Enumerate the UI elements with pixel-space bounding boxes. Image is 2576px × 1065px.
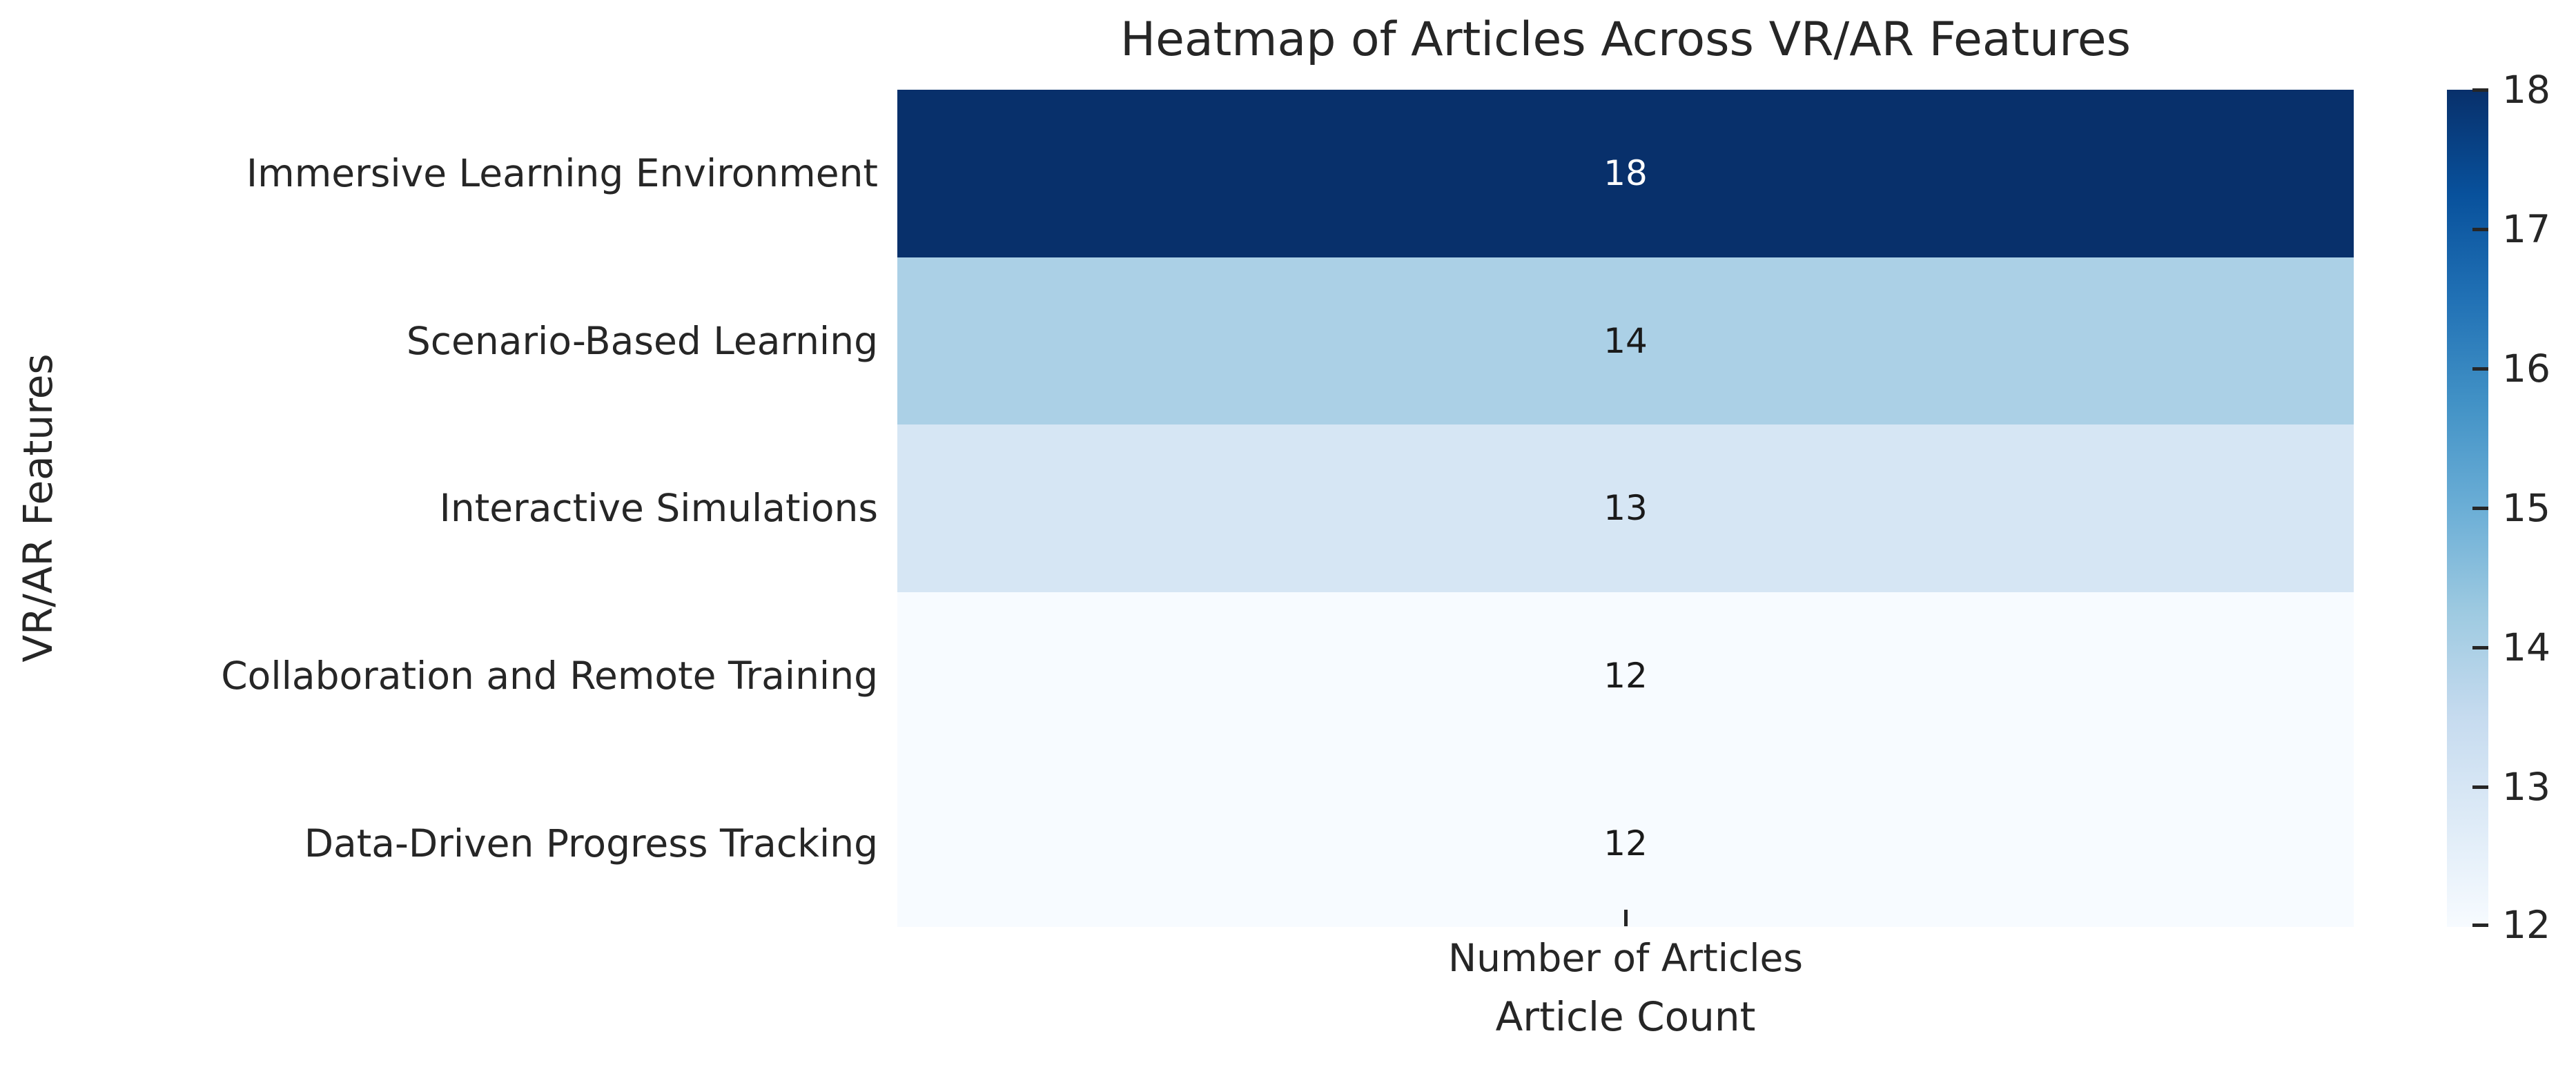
- colorbar-tick-label: 12: [2502, 903, 2550, 947]
- x-tick-label: Number of Articles: [1447, 936, 1803, 980]
- y-tick-label: Data-Driven Progress Tracking: [304, 821, 878, 866]
- colorbar-tick-mark: [2472, 88, 2488, 92]
- y-tick-label: Interactive Simulations: [439, 486, 878, 530]
- colorbar-tick-label: 15: [2502, 486, 2550, 530]
- cell-annotation: 12: [1603, 656, 1648, 696]
- colorbar-tick-mark: [2472, 228, 2488, 231]
- colorbar-tick-mark: [2472, 785, 2488, 789]
- x-axis-title: Article Count: [1495, 993, 1756, 1040]
- heatmap-cell: 13: [897, 424, 2354, 592]
- colorbar-tick-label: 13: [2502, 765, 2550, 809]
- y-tick-label: Scenario-Based Learning: [406, 319, 878, 363]
- colorbar-tick-label: 14: [2502, 625, 2550, 670]
- chart-title: Heatmap of Articles Across VR/AR Feature…: [1120, 12, 2131, 67]
- cell-annotation: 14: [1603, 320, 1648, 361]
- colorbar-tick-mark: [2472, 646, 2488, 649]
- colorbar-tick-label: 16: [2502, 346, 2550, 391]
- y-tick-label: Immersive Learning Environment: [246, 151, 878, 195]
- y-tick-label: Collaboration and Remote Training: [221, 654, 878, 698]
- heatmap-cell: 12: [897, 592, 2354, 760]
- colorbar-tick-mark: [2472, 507, 2488, 510]
- colorbar-tick-mark: [2472, 367, 2488, 371]
- cell-annotation: 12: [1603, 823, 1648, 863]
- colorbar-tick-label: 18: [2502, 68, 2550, 112]
- heatmap-cell: 18: [897, 90, 2354, 257]
- heatmap-cell: 12: [897, 759, 2354, 927]
- heatmap-cell: 14: [897, 257, 2354, 425]
- colorbar-tick-mark: [2472, 924, 2488, 927]
- heatmap-plot-area: 18 14 13 12 12: [897, 90, 2354, 927]
- cell-annotation: 13: [1603, 488, 1648, 529]
- colorbar-tick-label: 17: [2502, 207, 2550, 251]
- x-tick-mark: [1624, 910, 1628, 926]
- cell-annotation: 18: [1603, 153, 1648, 194]
